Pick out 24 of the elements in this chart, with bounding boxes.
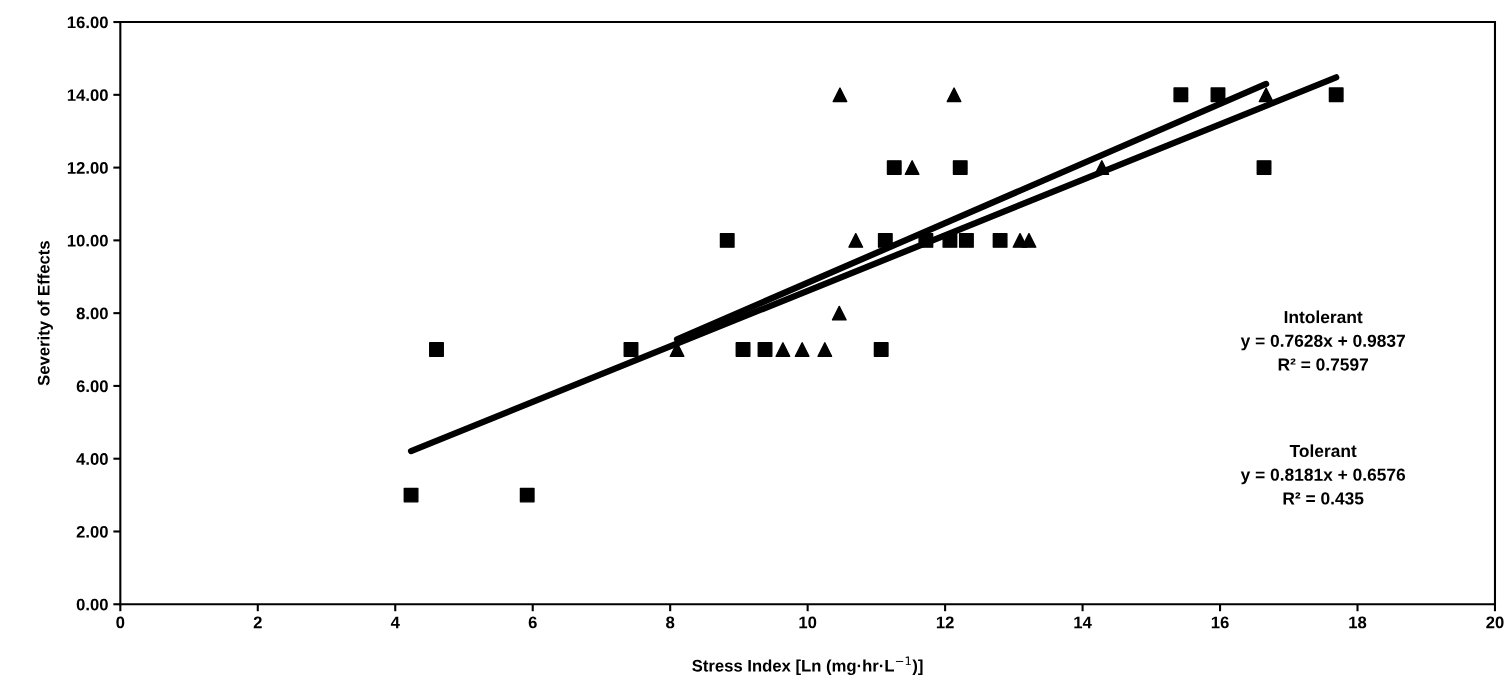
x-tick-label: 18 <box>1349 616 1367 629</box>
x-tick-label: 6 <box>528 616 537 629</box>
x-tick-label: 14 <box>1074 616 1092 629</box>
annotation: Intolerant y = 0.7628x + 0.9837 R² = 0.7597 <box>1240 310 1405 371</box>
y-axis-title: Severity of Effects <box>37 241 53 386</box>
y-tick-label: 14.00 <box>67 89 108 102</box>
annotation: Tolerant y = 0.8181x + 0.6576 R² = 0.435 <box>1240 444 1406 505</box>
x-tick-label: 16 <box>1211 616 1229 629</box>
x-tick-label: 12 <box>936 616 954 629</box>
x-tick-label: 20 <box>1486 616 1504 629</box>
x-tick-label: 0 <box>116 616 125 629</box>
x-tick-label: 4 <box>390 616 400 629</box>
x-tick-label: 8 <box>666 616 675 629</box>
y-tick-label: 4.00 <box>76 453 108 465</box>
y-tick-label: 8.00 <box>76 307 108 320</box>
y-tick-label: 0.00 <box>76 598 108 611</box>
y-tick-label: 12.00 <box>67 162 108 174</box>
y-tick-label: 10.00 <box>67 234 108 247</box>
x-tick-label: 2 <box>253 616 262 629</box>
x-tick-label: 10 <box>799 616 817 629</box>
y-tick-label: 16.00 <box>67 16 108 29</box>
x-axis-title: Stress Index [Ln (mg·hr·L$^{−1}$)] <box>692 656 923 676</box>
y-tick-label: 2.00 <box>76 525 108 538</box>
y-tick-label: 6.00 <box>76 380 108 393</box>
